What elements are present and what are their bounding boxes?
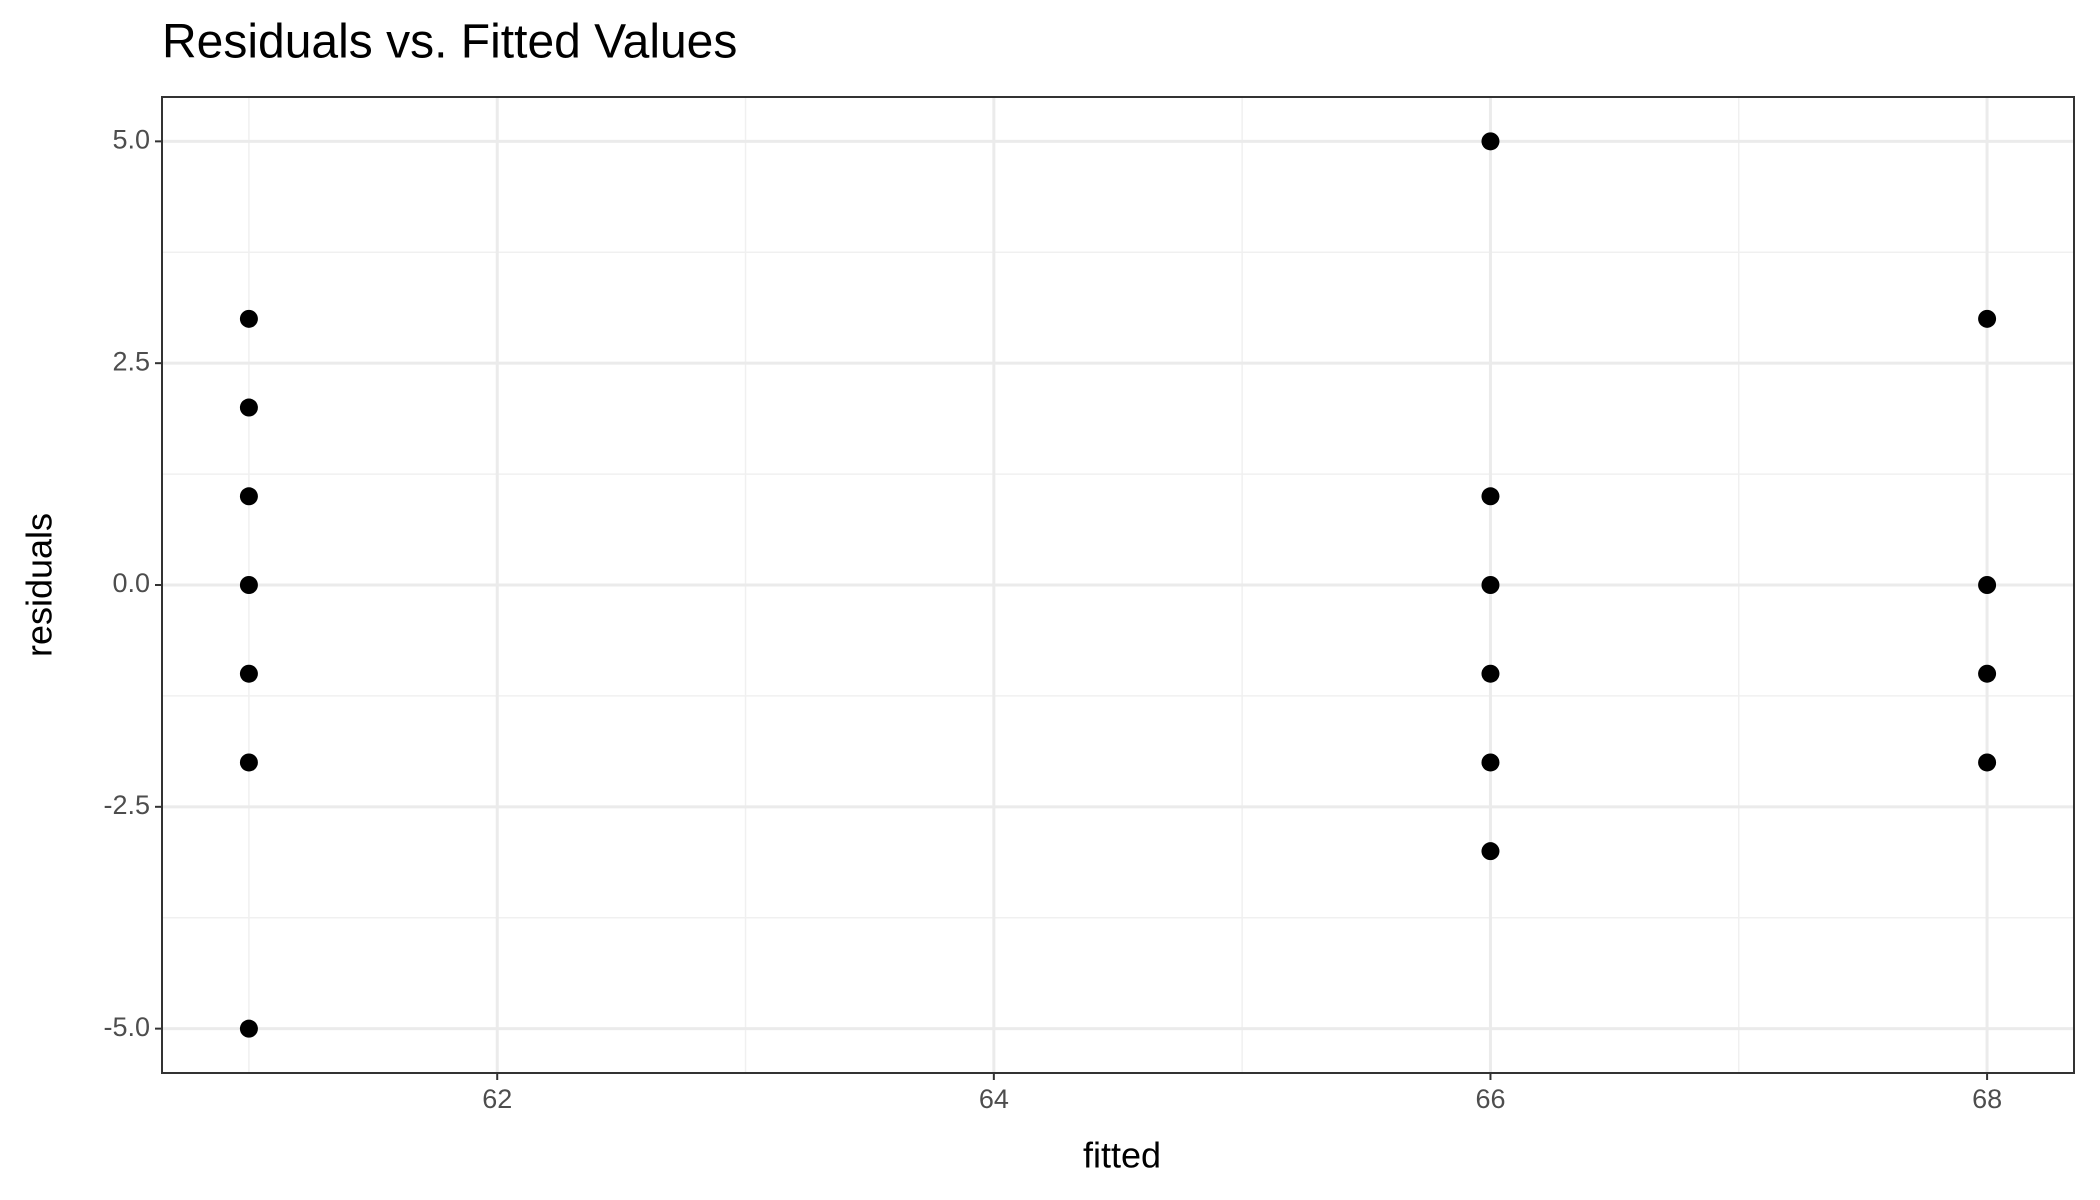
x-axis-title: fitted bbox=[1083, 1135, 1161, 1176]
y-tick-label: 2.5 bbox=[112, 346, 150, 376]
point bbox=[1481, 132, 1500, 151]
point bbox=[1978, 576, 1997, 594]
point bbox=[1481, 576, 1500, 594]
x-tick-label: 64 bbox=[979, 1084, 1009, 1114]
point bbox=[1978, 664, 1997, 683]
point bbox=[1481, 664, 1500, 683]
y-tick-label: -2.5 bbox=[103, 790, 150, 820]
panel-border bbox=[161, 96, 2075, 1074]
point bbox=[1481, 753, 1500, 772]
point bbox=[239, 576, 258, 594]
point bbox=[239, 398, 258, 417]
point bbox=[1978, 753, 1997, 772]
point bbox=[1978, 309, 1997, 328]
point bbox=[1481, 487, 1500, 506]
y-tick-label: -5.0 bbox=[103, 1012, 150, 1042]
y-tick-label: 0.0 bbox=[112, 568, 150, 598]
point bbox=[239, 309, 258, 328]
point bbox=[239, 487, 258, 506]
y-tick-label: 5.0 bbox=[112, 124, 150, 154]
point bbox=[239, 1019, 258, 1038]
x-tick-label: 68 bbox=[1972, 1084, 2002, 1114]
y-axis-title: residuals bbox=[19, 513, 60, 657]
point bbox=[239, 664, 258, 683]
chart-title: Residuals vs. Fitted Values bbox=[162, 16, 737, 69]
x-tick-label: 66 bbox=[1475, 1084, 1505, 1114]
point bbox=[239, 753, 258, 772]
x-tick-label: 62 bbox=[482, 1084, 512, 1114]
point bbox=[1481, 842, 1500, 861]
